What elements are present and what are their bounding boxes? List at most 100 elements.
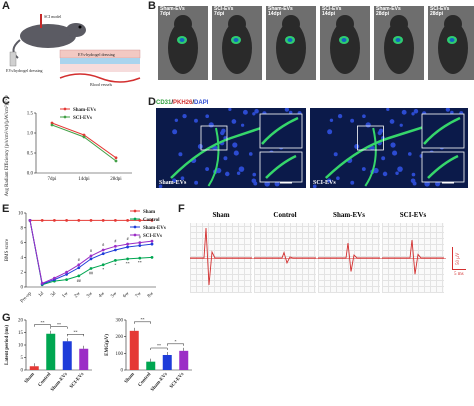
group: Sham-EVs [268,6,293,12]
mouse-label: Sham-EVs 28dpi [376,7,401,17]
data-point [53,276,56,280]
data-point [82,133,86,137]
data-point [50,123,54,127]
group: SCI-EVs [430,6,450,12]
data-point [150,256,154,259]
nucleus [205,114,210,119]
zoom-box [200,125,228,151]
nucleus [231,119,237,124]
legend-marker [63,107,67,111]
nucleus [389,119,395,124]
mouse-label: SCI-EVs 14dpi [322,7,341,17]
mouse-silhouette [168,22,198,74]
data-point [77,219,81,222]
nucleus [178,152,183,157]
series-line-SCI-EVs [51,124,117,162]
mouse-head [174,15,192,33]
nucleus [413,108,419,114]
nucleus [212,145,218,151]
y-tick-label: 0 [121,369,124,374]
mouse-label: Sham-EVs 14dpi [268,7,293,17]
sig-mark: # [114,238,116,243]
group: SCI-EVs [322,6,342,12]
y-tick-label: 20 [18,319,24,324]
bar-Sham [129,330,139,370]
data-point [77,263,81,267]
sig-bracket [67,334,84,337]
x-tick-label: Sham [124,371,136,384]
mouse-silhouette [330,22,360,74]
mouse-image-4: Sham-EVs 28dpi [374,6,424,80]
data-point [89,257,93,261]
syringe-icon [40,14,42,28]
data-point [114,248,117,252]
mouse-label: SCI-EVs 7dpi [214,7,233,17]
nucleus [370,145,375,151]
nucleus [350,118,355,123]
sig-bracket [150,347,168,350]
nucleus [327,178,332,183]
nucleus [397,166,403,172]
panel-d: D CD31/PKH26/DAPI Sham-EVs SCI-EVs [148,96,474,201]
rat-body-icon [20,24,76,48]
y-tick-label: 5 [21,356,24,361]
y-tick-label: 0.0 [27,172,34,177]
group: SCI-EVs [214,6,234,12]
sig-mark: # [139,235,141,240]
nucleus [248,152,253,156]
nucleus [407,152,412,156]
x-tick-label: 5w [110,291,118,299]
data-point [138,256,142,260]
nucleus [223,156,228,161]
nucleus [401,109,407,115]
nucleus [264,181,270,187]
mouse-head [282,15,300,33]
sig-mark: ## [89,271,93,276]
panel-b: B Sham-EVs 7dpi SCI-EVs 7dpi Sham-EVs 14dpi SC… [148,0,474,84]
data-point [101,219,105,222]
x-tick-label: 6w [123,291,131,299]
nucleus [194,118,198,123]
data-point [65,219,68,222]
y-axis-label: Latent period (ms) [5,325,10,365]
nucleus [238,166,245,172]
sig-mark: # [78,257,80,262]
bar-Control [46,333,56,370]
nucleus [180,176,185,181]
data-point [126,242,129,246]
x-tick-label: Control [138,372,153,388]
nucleus [194,180,199,185]
time: 7dpi [214,11,225,17]
nucleus [411,112,415,116]
emg-group-label: Sham [212,211,230,219]
nucleus [312,184,317,188]
nucleus [252,172,257,177]
nucleus [240,123,245,127]
sci-evs-tag: SCI-EVs [313,180,336,186]
y-tick-label: 10 [18,344,24,349]
mouse-head [444,15,462,33]
sig-mark: # [127,236,129,241]
panel-b-label: B [148,0,156,12]
scale-bar-line [280,182,292,184]
nucleus [382,171,388,177]
data-point [150,239,154,243]
data-point [50,121,54,125]
emg-group-label: Control [273,211,297,219]
y-axis-label: EMG(μV) [105,334,110,356]
nucleus [251,178,257,184]
x-tick-label: 1d [38,291,45,298]
inset-vessel [423,116,461,145]
sig-bracket [50,326,68,329]
mouse-head [390,15,408,33]
x-tick-label: 3d [50,291,57,298]
x-tick-label: 8w [147,291,155,299]
y-tick-label: 0 [21,369,24,374]
data-point [150,242,154,246]
nucleus [182,113,187,119]
panel-e-label: E [2,203,10,215]
data-point [114,258,117,262]
nucleus [329,118,334,123]
data-point [138,241,142,244]
nucleus [450,110,454,115]
